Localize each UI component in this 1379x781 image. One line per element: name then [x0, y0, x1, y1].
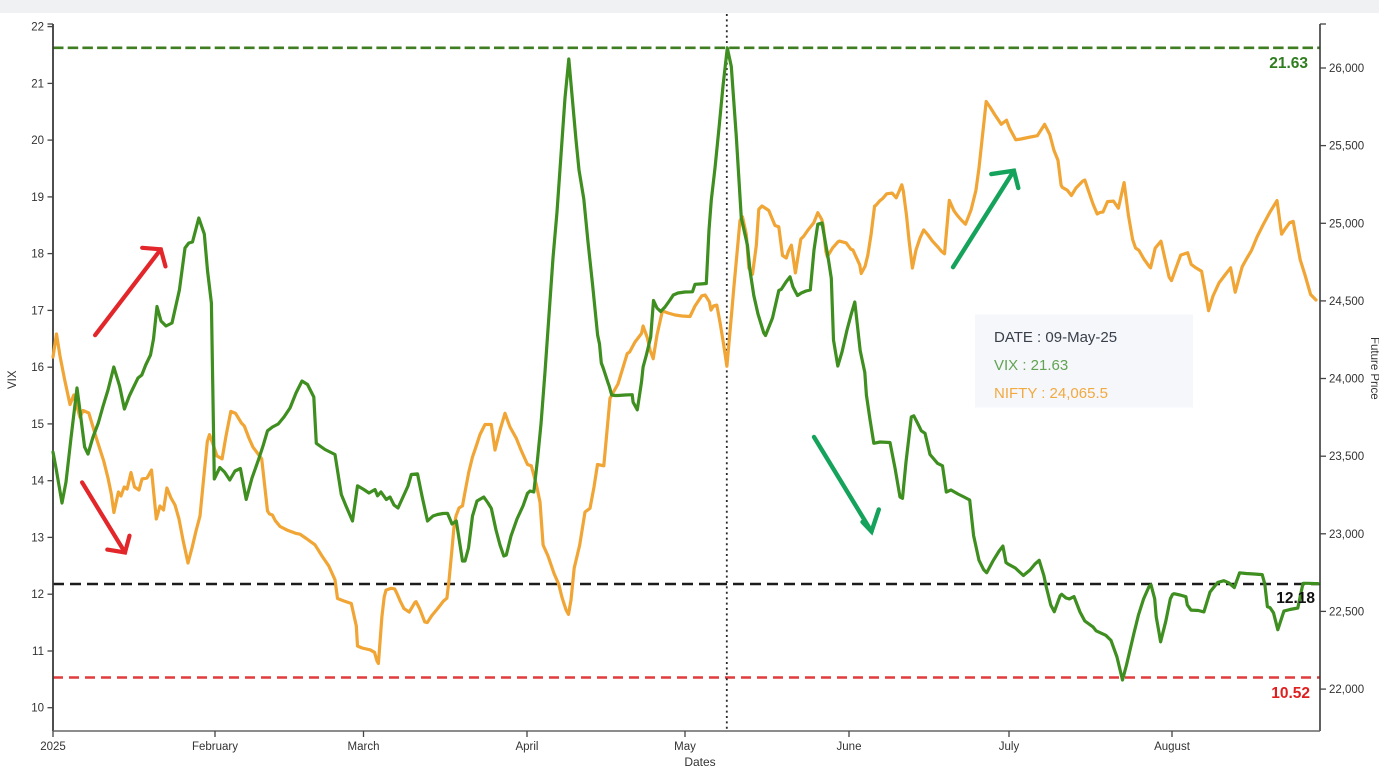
svg-text:23,500: 23,500 — [1329, 451, 1364, 463]
svg-text:22,000: 22,000 — [1329, 684, 1364, 696]
svg-text:10.52: 10.52 — [1271, 685, 1310, 702]
svg-text:DATE : 09-May-25: DATE : 09-May-25 — [994, 329, 1117, 346]
svg-text:July: July — [999, 741, 1020, 753]
svg-text:11: 11 — [32, 646, 44, 658]
svg-text:12.18: 12.18 — [1276, 590, 1315, 607]
svg-text:August: August — [1154, 741, 1191, 753]
svg-text:May: May — [674, 741, 696, 753]
svg-text:15: 15 — [31, 419, 44, 431]
svg-text:February: February — [192, 741, 238, 753]
svg-text:12: 12 — [31, 589, 44, 601]
svg-text:March: March — [348, 741, 380, 753]
svg-text:24,000: 24,000 — [1329, 374, 1364, 386]
svg-text:2025: 2025 — [40, 741, 66, 753]
svg-text:24,500: 24,500 — [1329, 296, 1364, 308]
svg-text:25,000: 25,000 — [1329, 218, 1364, 230]
svg-text:14: 14 — [31, 476, 44, 488]
svg-text:NIFTY : 24,065.5: NIFTY : 24,065.5 — [994, 385, 1108, 402]
svg-text:VIX: VIX — [7, 370, 19, 389]
svg-text:22: 22 — [31, 22, 44, 34]
svg-text:16: 16 — [31, 362, 44, 374]
svg-text:10: 10 — [31, 703, 44, 715]
svg-text:13: 13 — [31, 532, 44, 544]
svg-text:April: April — [515, 741, 538, 753]
svg-text:17: 17 — [31, 305, 44, 317]
svg-text:Dates: Dates — [684, 755, 715, 769]
svg-text:19: 19 — [31, 192, 44, 204]
svg-text:25,500: 25,500 — [1329, 141, 1364, 153]
svg-text:June: June — [837, 741, 862, 753]
svg-text:VIX : 21.63: VIX : 21.63 — [994, 357, 1068, 374]
svg-text:23,000: 23,000 — [1329, 529, 1364, 541]
svg-text:22,500: 22,500 — [1329, 606, 1364, 618]
svg-text:20: 20 — [31, 135, 44, 147]
svg-text:21.63: 21.63 — [1269, 55, 1308, 72]
svg-text:18: 18 — [31, 249, 44, 261]
svg-text:26,000: 26,000 — [1329, 63, 1364, 75]
svg-text:Future Price: Future Price — [1368, 337, 1379, 400]
svg-text:21: 21 — [31, 78, 44, 90]
